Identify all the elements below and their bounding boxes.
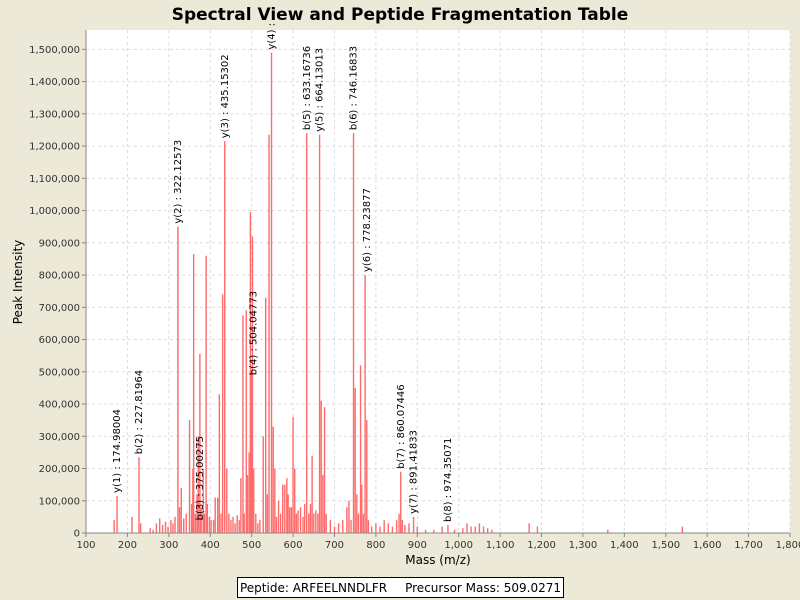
peak-annotation: y(7) : 891.41833 [409,430,420,514]
y-tick-label: 500,000 [39,367,80,378]
y-tick-label: 800,000 [39,271,80,282]
y-tick-label: 200,000 [39,464,80,475]
y-tick-label: 1,000,000 [29,206,80,217]
peak-annotation: y(4) : [267,23,278,50]
peak-annotation: b(4) : 504.04773 [248,291,259,375]
peak-annotation: b(5) : 633.16736 [302,46,313,130]
peak-annotation: y(6) : 778.23877 [362,188,373,272]
y-tick-label: 600,000 [39,335,80,346]
x-tick-label: 1,500 [651,540,680,551]
x-tick-label: 1,400 [610,540,639,551]
chart-title: Spectral View and Peptide Fragmentation … [172,5,629,25]
peak-annotation: y(3) : 435.15302 [220,54,231,138]
x-tick-label: 1,000 [444,540,473,551]
peak-annotation: b(3) : 375.00275 [195,436,206,520]
y-tick-label: 0 [74,529,80,540]
x-tick-label: 300 [159,540,178,551]
x-tick-label: 1,800 [776,540,800,551]
plot-area [86,30,790,533]
y-axis-label: Peak Intensity [11,240,25,325]
peak-annotation: y(2) : 322.12573 [173,140,184,224]
x-tick-label: 700 [325,540,344,551]
y-tick-label: 900,000 [39,238,80,249]
y-tick-label: 1,200,000 [29,142,80,153]
x-tick-label: 1,600 [693,540,722,551]
x-tick-label: 600 [284,540,303,551]
y-tick-label: 400,000 [39,400,80,411]
legend: Peptide: ARFEELNNDLFR Precursor Mass: 50… [237,577,564,598]
y-tick-label: 1,100,000 [29,174,80,185]
x-tick-label: 900 [408,540,427,551]
x-tick-label: 1,300 [569,540,598,551]
x-tick-label: 800 [366,540,385,551]
x-tick-label: 100 [76,540,95,551]
x-tick-label: 1,700 [734,540,763,551]
y-tick-label: 1,300,000 [29,109,80,120]
y-tick-label: 700,000 [39,303,80,314]
y-ticks: 0 100,000 200,000 300,000 400,000 500,000 600,… [29,45,86,540]
x-tick-label: 400 [201,540,220,551]
y-tick-label: 300,000 [39,432,80,443]
precursor-mass-label: Precursor Mass: 509.0271 [405,580,561,595]
peak-bars [113,52,684,533]
peak-annotation: b(8) : 974.35071 [443,438,454,522]
x-axis-label: Mass (m/z) [405,553,470,567]
x-tick-label: 500 [242,540,261,551]
y-tick-label: 1,500,000 [29,45,80,56]
peak-annotations: y(1) : 174.98004 b(2) : 227.81964 y(2) : 3… [112,23,454,522]
peak-annotation: b(7) : 860.07446 [396,384,407,468]
peak-annotation: b(2) : 227.81964 [134,370,145,454]
peak-annotation: y(1) : 174.98004 [112,409,123,493]
peak-annotation: y(5) : 664.13013 [315,48,326,132]
peak-annotation: b(6) : 746.16833 [349,46,360,130]
y-tick-label: 100,000 [39,496,80,507]
peptide-label: Peptide: ARFEELNNDLFR [239,580,388,595]
x-ticks: 100 200 300 400 500 600 700 800 900 1,000 1,100 1,2… [76,533,800,551]
x-tick-label: 1,200 [527,540,556,551]
x-tick-label: 1,100 [486,540,515,551]
x-tick-label: 200 [118,540,137,551]
y-tick-label: 1,400,000 [29,77,80,88]
